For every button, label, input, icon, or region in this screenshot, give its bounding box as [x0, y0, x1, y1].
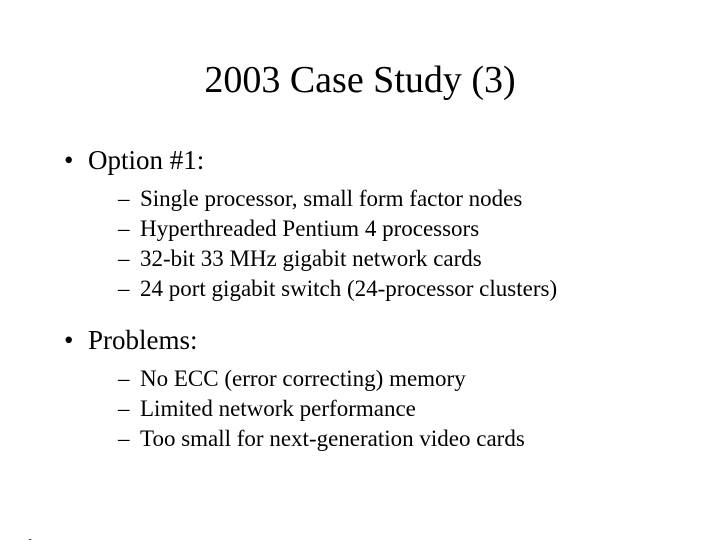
slide: 2003 Case Study (3) Option #1: Single pr… [0, 58, 720, 540]
list-item: Too small for next-generation video card… [112, 424, 680, 454]
slide-title: 2003 Case Study (3) [0, 58, 720, 102]
item-text: Hyperthreaded Pentium 4 processors [140, 216, 479, 241]
item-text: No ECC (error correcting) memory [140, 366, 466, 391]
section-problems: Problems: No ECC (error correcting) memo… [60, 322, 680, 454]
slide-body: Option #1: Single processor, small form … [0, 142, 720, 454]
list-item: No ECC (error correcting) memory [112, 364, 680, 394]
section-option1: Option #1: Single processor, small form … [60, 142, 680, 304]
section-heading: Option #1: [88, 145, 204, 175]
list-item: 24 port gigabit switch (24-processor clu… [112, 274, 680, 304]
bullet-list-level2: No ECC (error correcting) memory Limited… [88, 364, 680, 454]
list-item: 32-bit 33 MHz gigabit network cards [112, 244, 680, 274]
list-item: Hyperthreaded Pentium 4 processors [112, 214, 680, 244]
item-text: 24 port gigabit switch (24-processor clu… [140, 276, 557, 301]
bullet-list-level1: Option #1: Single processor, small form … [60, 142, 680, 454]
section-heading: Problems: [88, 325, 198, 355]
item-text: 32-bit 33 MHz gigabit network cards [140, 246, 482, 271]
bullet-list-level2: Single processor, small form factor node… [88, 184, 680, 304]
item-text: Too small for next-generation video card… [140, 426, 525, 451]
item-text: Limited network performance [140, 396, 416, 421]
list-item: Single processor, small form factor node… [112, 184, 680, 214]
list-item: Limited network performance [112, 394, 680, 424]
item-text: Single processor, small form factor node… [140, 186, 522, 211]
